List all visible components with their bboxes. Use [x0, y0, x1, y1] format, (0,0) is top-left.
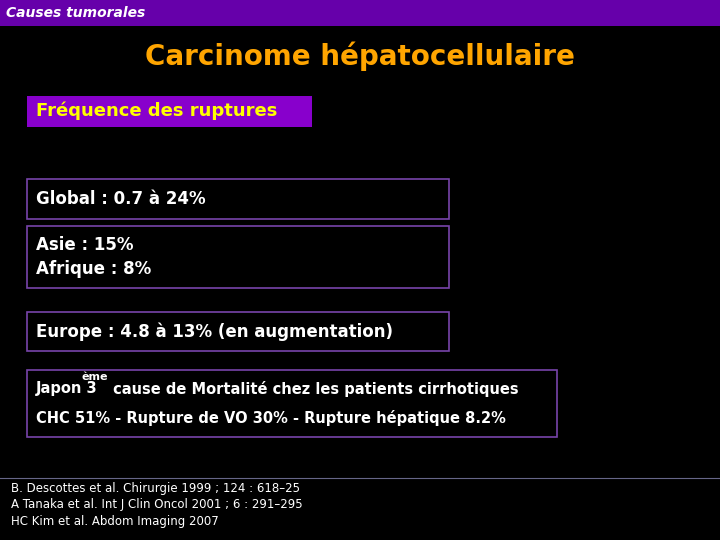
Text: Europe : 4.8 à 13% (en augmentation): Europe : 4.8 à 13% (en augmentation): [36, 322, 393, 341]
FancyBboxPatch shape: [27, 370, 557, 437]
Text: Carcinome hépatocellulaire: Carcinome hépatocellulaire: [145, 42, 575, 71]
Text: Fréquence des ruptures: Fréquence des ruptures: [36, 102, 277, 120]
FancyBboxPatch shape: [27, 96, 312, 127]
Text: HC Kim et al. Abdom Imaging 2007: HC Kim et al. Abdom Imaging 2007: [11, 515, 219, 528]
Text: Global : 0.7 à 24%: Global : 0.7 à 24%: [36, 190, 206, 208]
Text: B. Descottes et al. Chirurgie 1999 ; 124 : 618–25: B. Descottes et al. Chirurgie 1999 ; 124…: [11, 482, 300, 495]
Text: Japon 3: Japon 3: [36, 381, 98, 396]
FancyBboxPatch shape: [27, 179, 449, 219]
Text: cause de Mortalité chez les patients cirrhotiques: cause de Mortalité chez les patients cir…: [108, 381, 518, 397]
Text: Causes tumorales: Causes tumorales: [6, 6, 145, 20]
Text: CHC 51% - Rupture de VO 30% - Rupture hépatique 8.2%: CHC 51% - Rupture de VO 30% - Rupture hé…: [36, 410, 506, 427]
FancyBboxPatch shape: [0, 0, 720, 26]
Text: A Tanaka et al. Int J Clin Oncol 2001 ; 6 : 291–295: A Tanaka et al. Int J Clin Oncol 2001 ; …: [11, 498, 302, 511]
FancyBboxPatch shape: [27, 226, 449, 288]
Text: Asie : 15%
Afrique : 8%: Asie : 15% Afrique : 8%: [36, 236, 151, 278]
FancyBboxPatch shape: [27, 312, 449, 351]
Text: ème: ème: [81, 372, 108, 382]
